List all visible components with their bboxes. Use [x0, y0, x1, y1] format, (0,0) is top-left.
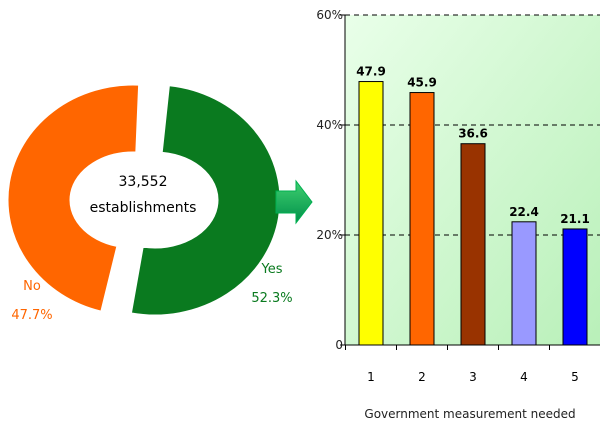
donut-center-count: 33,552 [119, 174, 168, 190]
bar-5 [562, 228, 588, 346]
x-tick-label-4: 4 [520, 370, 528, 384]
donut-slice-no [7, 84, 140, 312]
x-tick-label-2: 2 [418, 370, 426, 384]
bar-1 [358, 81, 384, 346]
axes [340, 14, 600, 350]
data-label-1: 47.9 [356, 65, 386, 79]
bar-chart: 0 20% 40% 60% 1 2 3 4 5 47.9 45.9 36.6 22.4 21.1 Go… [316, 8, 600, 421]
y-tick-label: 60% [316, 8, 343, 22]
donut-center-unit: establishments [90, 200, 197, 216]
bar-4 [511, 221, 537, 346]
y-tick-label: 40% [316, 118, 343, 132]
y-tick-labels: 0 20% 40% 60% [316, 8, 343, 352]
y-tick-label: 0 [335, 338, 343, 352]
donut-slice-yes [130, 85, 281, 316]
y-tick-label: 20% [316, 228, 343, 242]
right-arrow-icon [275, 179, 313, 225]
donut-chart: 33,552 establishments Yes 52.3% No 47.7% [7, 84, 293, 323]
data-label-5: 21.1 [560, 212, 590, 226]
slice-percent-no: 47.7% [11, 308, 52, 323]
slice-percent-yes: 52.3% [251, 291, 292, 306]
x-tick-label-5: 5 [571, 370, 579, 384]
donut-hole [80, 152, 206, 248]
bar-2 [409, 92, 435, 346]
data-label-3: 36.6 [458, 127, 488, 141]
slice-label-no: No [23, 279, 41, 294]
x-axis-title: Government measurement needed [364, 407, 575, 421]
x-tick-labels: 1 2 3 4 5 [367, 370, 579, 384]
data-label-4: 22.4 [509, 205, 539, 219]
data-labels: 47.9 45.9 36.6 22.4 21.1 [356, 65, 590, 226]
bar-3 [460, 143, 486, 346]
bars [358, 81, 588, 346]
data-label-2: 45.9 [407, 76, 437, 90]
x-tick-label-3: 3 [469, 370, 477, 384]
x-tick-label-1: 1 [367, 370, 375, 384]
slice-label-yes: Yes [261, 262, 283, 277]
